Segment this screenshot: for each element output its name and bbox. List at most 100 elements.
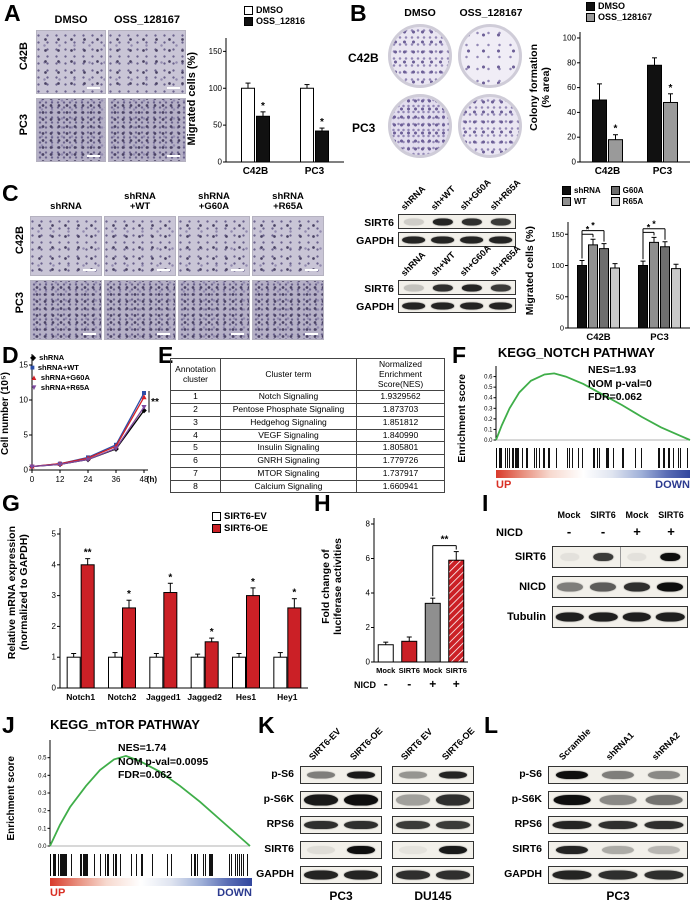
panelC-y-axis-label: Migrated cells (%) xyxy=(524,226,536,316)
barcode-line xyxy=(593,448,595,468)
y-tick-label: 4 xyxy=(52,560,57,569)
blot-lane-label: shRNA1 xyxy=(603,730,636,762)
blot-band xyxy=(396,821,430,829)
barcode-line xyxy=(171,854,173,876)
panel-letter-d: D xyxy=(2,342,19,368)
barcode-line xyxy=(203,854,205,876)
blot-strip-l-ps6k xyxy=(548,791,688,809)
panelF-down-label: DOWN xyxy=(655,479,690,491)
blot-band xyxy=(436,821,470,829)
panelD-y-axis-label: Cell number (10⁵) xyxy=(0,372,11,456)
micrograph-pc3-oss128167 xyxy=(108,98,186,162)
table-cell: Insulin Signaling xyxy=(220,441,357,456)
blot-band xyxy=(647,846,681,854)
barcode-line xyxy=(521,448,523,468)
barcode-line xyxy=(210,854,212,876)
table-cell: GNRH Signaling xyxy=(220,454,357,468)
barcode-line xyxy=(230,854,232,876)
panel-letter-a: A xyxy=(4,0,21,26)
legend-label: SIRT6-OE xyxy=(224,522,268,534)
barcode-line xyxy=(54,854,56,876)
panelF-y-axis-label: Enrichment score xyxy=(456,374,468,463)
legend-label: DMSO xyxy=(256,5,283,15)
panelL-cell-line-label: PC3 xyxy=(606,889,630,903)
panelC-col-header-wt: shRNA +WT xyxy=(124,191,156,213)
legend-label: G60A xyxy=(622,185,644,195)
nicd-sign: + xyxy=(429,677,436,691)
blot-band xyxy=(439,846,467,854)
sig-star: * xyxy=(669,83,673,94)
panelK-group-label-pc3: PC3 xyxy=(329,889,353,903)
table-cell: 1 xyxy=(170,390,221,405)
barcode-line xyxy=(567,448,569,468)
barcode-line xyxy=(142,854,144,876)
panelC-blot-lane-labels-c42b: shRNA sh+WT sh+G60A sh+R65A xyxy=(398,177,522,214)
sig-star: * xyxy=(261,101,265,112)
sig-star: * xyxy=(586,224,590,234)
barcode-line xyxy=(53,854,55,876)
barcode-line xyxy=(151,854,153,876)
bar xyxy=(190,656,205,689)
table-row: 2 Pentose Phosphate Signaling 1.873703 xyxy=(170,403,445,417)
barcode-line xyxy=(63,854,65,876)
panelK-lane-labels-du145: SIRT6 EV SIRT6-OE xyxy=(392,714,482,764)
barcode-line xyxy=(167,854,169,876)
x-tick-label: 12 xyxy=(56,475,65,484)
table-cell: 1.873703 xyxy=(356,403,445,417)
barcode-line xyxy=(548,448,550,468)
enrichment-curve xyxy=(495,372,691,441)
barcode-line xyxy=(84,854,86,876)
legend-label: OSS_128167 xyxy=(598,12,653,22)
blot-band xyxy=(403,218,424,225)
barcode-line xyxy=(548,448,550,468)
category-label: PC3 xyxy=(305,166,325,177)
y-tick-label: 50 xyxy=(556,292,564,301)
y-tick-label: 2 xyxy=(52,622,57,631)
legend-swatch xyxy=(244,6,253,15)
sig-star: ** xyxy=(84,548,92,559)
panelC-blot-lane-labels-pc3: shRNA sh+WT sh+G60A sh+R65A xyxy=(398,243,522,280)
y-tick-label: 0.5 xyxy=(484,385,493,391)
panelC-col-header-shrna: shRNA xyxy=(50,201,82,213)
y-tick-label: 10 xyxy=(19,396,28,405)
panelC-blot-row-label-gapdh-pc3: GAPDH xyxy=(356,301,394,313)
enrichment-table-body: 1 Notch Signaling 1.9329562 2 Pentose Phosph… xyxy=(170,390,445,494)
legend-marker-icon: ◆ xyxy=(30,353,37,362)
blot-strip-k-du145-ps6k xyxy=(392,791,474,809)
table-cell: 1.660941 xyxy=(356,479,445,494)
legend-label: R65A xyxy=(622,196,644,206)
y-tick-label: 0.0 xyxy=(38,844,47,850)
bar xyxy=(377,644,394,663)
blot-band xyxy=(461,284,482,291)
y-tick-label: 0.4 xyxy=(38,773,47,779)
blot-lane-label: sh+R65A xyxy=(487,243,522,278)
blot-band xyxy=(601,846,635,854)
panel-letter-l: L xyxy=(484,712,499,738)
panelD-line-chart: 0 5 10 15 0 12 24 36 48(h) ** xyxy=(19,354,159,484)
bar xyxy=(577,265,587,329)
barcode-line xyxy=(234,854,236,876)
barcode-line xyxy=(543,448,545,468)
bar xyxy=(649,241,659,329)
y-tick-label: 2 xyxy=(366,623,371,632)
barcode-line xyxy=(63,854,65,876)
barcode-line xyxy=(669,448,671,468)
legend-item: DMSO xyxy=(244,6,305,15)
sig-star: * xyxy=(614,124,618,135)
y-tick-label: 80 xyxy=(567,58,576,67)
panelC-blot-row-label-gapdh-c42b: GAPDH xyxy=(356,235,394,247)
panelD-legend: ◆ shRNA ■ shRNA+WT ▲ shRNA+G60A ▼ shRNA+R65A xyxy=(30,354,90,392)
bar xyxy=(287,607,302,689)
panelC-col-header-r65a: shRNA +R65A xyxy=(272,191,304,213)
barcode-line xyxy=(116,854,118,876)
y-tick-label: 0.2 xyxy=(484,417,493,423)
blot-band xyxy=(490,218,511,225)
sig-star: * xyxy=(127,589,131,600)
barcode-line xyxy=(120,854,122,876)
panelJ-stats: NES=1.74 NOM p-val=0.0095 FDR=0.062 xyxy=(118,742,209,782)
bar xyxy=(599,248,609,329)
blot-band xyxy=(307,771,335,779)
y-tick-label: 1 xyxy=(52,653,57,662)
legend-item: R65A xyxy=(610,196,644,206)
